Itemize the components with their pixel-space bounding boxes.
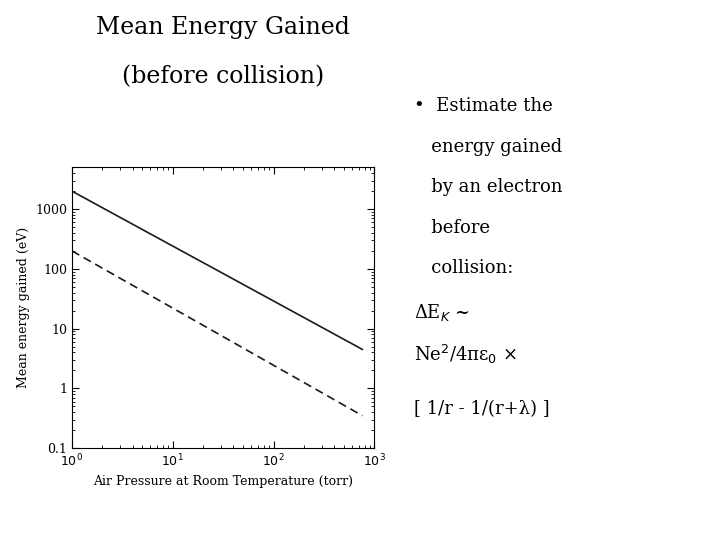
Text: [ 1/r - 1/(r+λ) ]: [ 1/r - 1/(r+λ) ]: [414, 400, 549, 417]
X-axis label: Air Pressure at Room Temperature (torr): Air Pressure at Room Temperature (torr): [93, 475, 354, 488]
Text: by an electron: by an electron: [414, 178, 562, 196]
Text: ΔE$_K$ ~: ΔE$_K$ ~: [414, 302, 470, 323]
Y-axis label: Mean energy gained (eV): Mean energy gained (eV): [17, 227, 30, 388]
Text: •  Estimate the: • Estimate the: [414, 97, 553, 115]
Text: (before collision): (before collision): [122, 65, 324, 88]
Text: before: before: [414, 219, 490, 237]
Text: energy gained: energy gained: [414, 138, 562, 156]
Text: Mean Energy Gained: Mean Energy Gained: [96, 16, 350, 39]
Text: Ne$^2$/4πε$_0$ ×: Ne$^2$/4πε$_0$ ×: [414, 343, 517, 366]
Text: collision:: collision:: [414, 259, 513, 277]
